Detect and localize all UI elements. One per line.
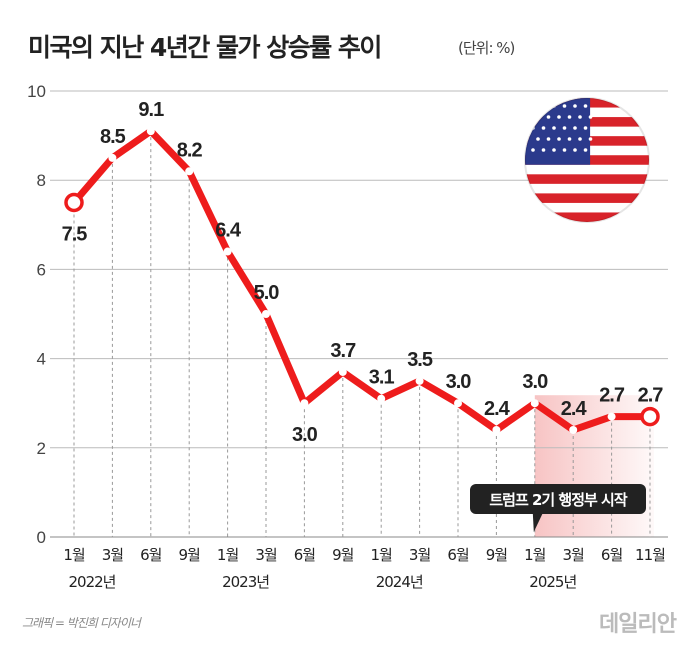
data-label: 3.5 [407,349,433,371]
x-tick-label: 1월 [63,546,85,564]
y-tick-label: 0 [37,528,46,547]
x-tick-label: 9월 [179,546,201,564]
y-tick-label: 10 [27,82,46,101]
annotation-box [470,484,646,514]
data-point [569,425,578,434]
x-tick-label: 9월 [332,546,354,564]
data-label: 2.7 [599,385,625,407]
data-point [454,399,462,408]
data-point [492,425,501,434]
data-label: 3.7 [330,340,356,362]
data-label: 3.0 [292,424,318,446]
data-point [185,167,194,176]
data-point [338,367,347,376]
x-tick-label: 6월 [140,546,162,564]
x-tick-label: 6월 [601,546,623,564]
y-tick-label: 2 [37,439,46,458]
year-label: 2022년 [69,573,116,591]
data-point [108,153,117,162]
data-point [530,399,539,408]
data-label: 9.1 [138,99,164,121]
chart-title: 미국의 지난 4년간 물가 상승률 추이 [28,33,382,62]
x-tick-label: 3월 [102,546,124,564]
credit-text: 그래픽 = 박진희 디자이너 [22,616,141,630]
series-line [71,127,650,434]
data-label: 3.1 [369,367,395,389]
data-point [223,247,232,256]
annotation-text: 트럼프 2기 행정부 시작 [489,491,628,509]
y-tick-label: 4 [37,350,46,369]
us-flag-icon [524,97,650,223]
data-point [262,310,270,318]
x-tick-label: 3월 [409,546,431,564]
data-label: 3.0 [446,371,472,393]
data-point [377,394,386,403]
data-label: 7.5 [62,224,88,246]
x-tick-label: 1월 [217,546,239,564]
year-label: 2024년 [376,573,423,591]
x-tick-label: 1월 [371,546,393,564]
x-tick-label: 6월 [447,546,469,564]
x-tick-label: 6월 [294,546,316,564]
x-tick-label: 11월 [635,546,665,564]
data-label: 2.7 [638,385,664,407]
x-tick-label: 9월 [486,546,508,564]
y-tick-label: 8 [37,171,46,190]
x-tick-label: 3월 [255,546,277,564]
data-point [640,406,660,427]
data-label: 8.5 [100,126,126,148]
data-label: 2.4 [561,398,588,420]
data-point [146,127,155,136]
x-tick-label: 1월 [524,546,546,564]
year-label: 2023년 [222,573,269,591]
data-label: 3.0 [522,371,548,393]
data-label: 2.4 [484,398,511,420]
data-label: 8.2 [177,139,203,161]
year-label: 2025년 [529,573,576,591]
y-tick-label: 6 [37,260,46,279]
logo-text: 데일리안 [599,612,677,637]
data-point [607,412,616,421]
x-tick-label: 3월 [563,546,585,564]
data-point [64,192,84,213]
data-point [415,376,424,385]
data-label: 5.0 [254,282,280,304]
data-point [300,399,309,408]
unit-label: (단위: %) [458,39,515,57]
annotation-pointer [532,513,543,532]
data-label: 6.4 [215,220,242,242]
